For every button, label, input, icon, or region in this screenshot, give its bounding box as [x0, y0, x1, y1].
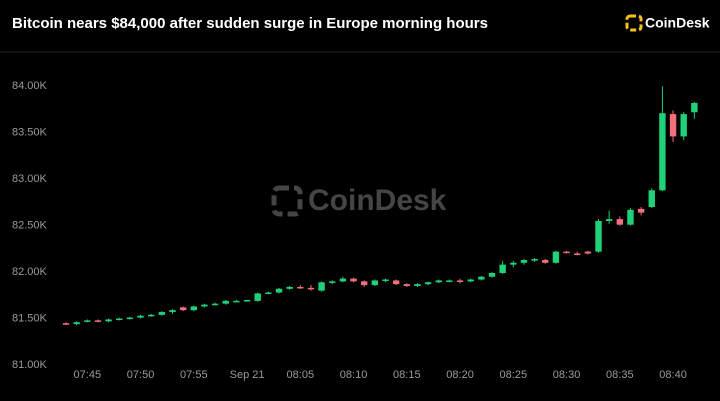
brand-logo: CoinDesk [625, 14, 710, 32]
candle-body [467, 279, 474, 282]
candle-body [148, 314, 155, 317]
candle-body [446, 280, 453, 282]
candle-body [222, 300, 229, 304]
x-tick-label: 08:40 [659, 369, 687, 381]
candle-body [190, 306, 197, 311]
candle-body [307, 287, 315, 290]
candle-body [126, 317, 134, 320]
candle-body [329, 281, 336, 283]
candle-body [339, 278, 347, 282]
candle-body [680, 114, 687, 137]
brand-icon [625, 14, 643, 32]
candle-body [382, 279, 389, 282]
x-tick-label: 08:20 [446, 369, 474, 381]
candle-body [510, 262, 517, 265]
x-tick-label: 08:30 [553, 369, 581, 381]
candle-body [627, 209, 634, 225]
x-tick-label: 08:35 [606, 369, 634, 381]
candle-body [435, 280, 442, 283]
candle-body [243, 299, 251, 302]
candle-body [201, 304, 208, 307]
candle-body [424, 282, 432, 285]
y-tick-label: 82.00K [12, 266, 48, 278]
chart-title: Bitcoin nears $84,000 after sudden surge… [12, 15, 488, 32]
x-tick-label: Sep 21 [230, 369, 265, 381]
candle-body [563, 251, 570, 254]
x-tick-label: 08:10 [340, 369, 368, 381]
candle-body [265, 292, 272, 295]
x-tick-label: 07:50 [127, 369, 155, 381]
candle-body [403, 284, 410, 287]
candle-body [574, 253, 581, 255]
y-tick-label: 81.00K [12, 359, 48, 371]
candle-body [595, 220, 602, 252]
candle-body [179, 307, 187, 311]
candle-body [361, 281, 368, 286]
candle-body [414, 284, 421, 287]
candle-body [456, 280, 464, 282]
candle-body [659, 113, 666, 191]
y-tick-label: 82.50K [12, 220, 48, 232]
candle-body [254, 293, 261, 301]
candle-body [552, 251, 560, 263]
candle-body [84, 320, 91, 322]
candle-body [691, 102, 698, 113]
candle-body [637, 208, 645, 213]
candle-body [116, 318, 123, 321]
candle-body [318, 282, 325, 291]
watermark-text: CoinDesk [308, 184, 447, 217]
candle-body [542, 259, 549, 263]
x-tick-label: 08:15 [393, 369, 421, 381]
candle-body [169, 310, 176, 313]
candle-body [286, 286, 293, 289]
candle-body [499, 264, 506, 274]
candle-body [584, 251, 592, 254]
candle-body [478, 276, 485, 280]
candle-body [616, 219, 623, 225]
candle-body [392, 280, 400, 285]
candle-body [233, 300, 240, 303]
y-tick-label: 84.00K [12, 80, 48, 92]
brand-name: CoinDesk [645, 15, 710, 31]
candle-body [371, 280, 379, 286]
watermark-icon [271, 185, 303, 217]
x-tick-label: 07:55 [180, 369, 208, 381]
candle-body [73, 322, 80, 325]
candle-body [275, 288, 283, 293]
candle-body [297, 286, 304, 289]
candle-body [105, 319, 112, 322]
candle-body [488, 273, 496, 277]
candle-body [62, 323, 70, 325]
y-tick-label: 83.00K [12, 173, 48, 185]
candle-body [158, 312, 166, 315]
x-tick-label: 08:25 [500, 369, 528, 381]
x-tick-label: 07:45 [74, 369, 102, 381]
candle-body [605, 219, 613, 221]
y-tick-label: 83.50K [12, 127, 48, 139]
candle-body [669, 114, 677, 137]
candle-body [520, 259, 528, 263]
watermark: CoinDesk [271, 184, 447, 217]
candle-body [350, 278, 357, 282]
candle-body [648, 190, 655, 208]
candle-body [137, 315, 144, 318]
candle-body [531, 259, 538, 261]
candle-body [94, 320, 102, 322]
x-tick-label: 08:05 [287, 369, 315, 381]
y-tick-label: 81.50K [12, 312, 48, 324]
candle-body [211, 303, 219, 306]
